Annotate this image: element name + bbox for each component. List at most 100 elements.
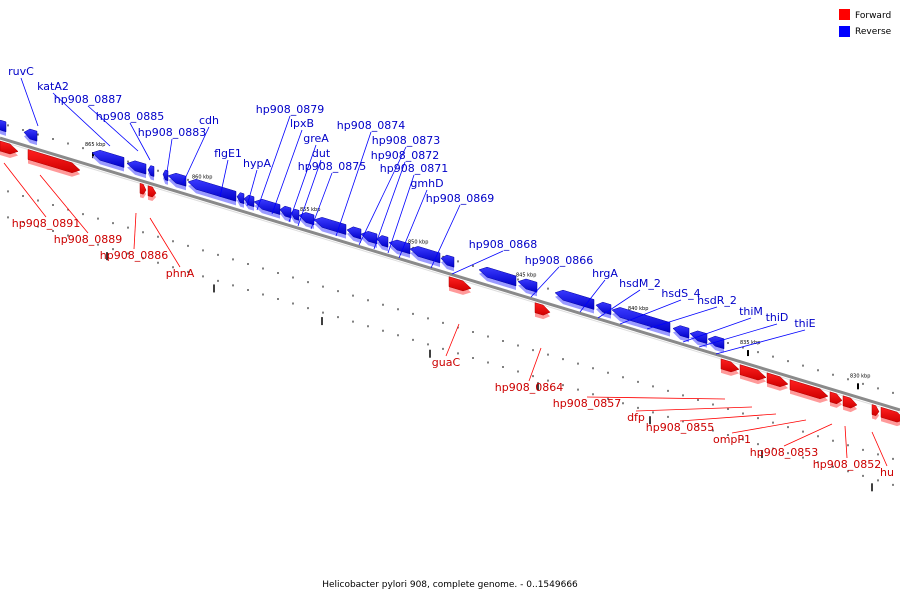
legend-forward-label: Forward [855,11,891,21]
gene-label-forward[interactable]: guaC [432,356,461,369]
gene-label-reverse[interactable]: hp908_0866 [525,254,593,267]
gene-label-reverse[interactable]: hp908_0872 [371,149,439,162]
gene-arrow[interactable] [829,391,843,405]
gene-arrow[interactable] [167,172,187,187]
gene-label-forward[interactable]: ompP1 [713,433,751,446]
gene-arrow[interactable] [478,266,517,287]
gene-label-reverse[interactable]: hp908_0873 [372,134,440,147]
gene-arrow[interactable] [243,194,255,208]
label-leader [579,279,606,313]
gene-arrow[interactable] [739,364,767,381]
gene-arrow[interactable] [139,182,147,195]
tick-label: 860 kbp [192,174,212,180]
gene-label-forward[interactable]: hp908_0855 [646,421,714,434]
gene-label-forward[interactable]: hp908_0864 [495,381,563,394]
gene-arrow[interactable] [376,235,389,248]
gene-label-forward[interactable]: hp908_0891 [12,217,80,230]
gene-arrow[interactable] [880,406,900,423]
gene-label-reverse[interactable]: hp908_0874 [337,119,405,132]
label-leader [246,169,258,207]
tick-label: 845 kbp [516,272,536,278]
tick-label: 835 kbp [740,340,760,346]
gene-arrow[interactable] [440,254,455,268]
gene-arrow[interactable] [534,302,551,316]
gene-label-reverse[interactable]: hypA [243,157,271,170]
gene-label-forward[interactable]: phnA [166,267,195,280]
gene-arrow[interactable] [720,358,740,373]
gene-label-reverse[interactable]: ruvC [8,65,34,78]
gene-arrow[interactable] [23,128,38,142]
gene-label-forward[interactable]: hp908_0852 [813,458,881,471]
gene-arrow[interactable] [126,160,147,175]
gene-arrow[interactable] [147,165,155,177]
gene-arrow[interactable] [517,278,538,293]
label-leader [715,329,806,355]
label-leader [430,204,461,269]
gene-label-reverse[interactable]: hsdS_4 [661,287,700,300]
gene-label-reverse[interactable]: hp908_0875 [298,160,366,173]
gene-label-reverse[interactable]: flgE1 [214,147,242,160]
gene-arrow[interactable] [871,404,880,416]
gene-label-reverse[interactable]: thiD [766,311,789,324]
gene-label-reverse[interactable]: hp908_0869 [426,192,494,205]
label-leader [256,115,291,211]
gene-label-reverse[interactable]: hp908_0883 [138,126,206,139]
gene-label-reverse[interactable]: lpxB [290,117,314,130]
label-leader [679,413,777,422]
gene-label-reverse[interactable]: hp908_0885 [96,110,164,123]
label-leader [129,122,151,161]
gene-label-forward[interactable]: hp908_0889 [54,233,122,246]
gene-label-reverse[interactable]: hsdR_2 [697,294,737,307]
label-leaders [3,77,888,467]
tick-label: 840 kbp [628,306,648,312]
gene-arrow[interactable] [672,325,690,339]
gene-arrow[interactable] [789,379,829,400]
gene-arrow[interactable] [707,335,725,350]
gene-arrow[interactable] [187,178,237,202]
gene-label-reverse[interactable]: hp908_0871 [380,162,448,175]
gene-label-forward[interactable]: dfp [627,411,645,424]
gene-arrow[interactable] [147,185,157,198]
gene-label-reverse[interactable]: cdh [199,114,219,127]
gene-label-reverse[interactable]: hsdM_2 [619,277,661,290]
label-leader [451,250,504,275]
gene-arrow[interactable] [409,246,441,264]
label-leader [310,172,333,230]
gene-label-reverse[interactable]: hrgA [592,267,618,280]
label-leader [445,323,460,357]
gene-label-forward[interactable]: hp908_0886 [100,249,168,262]
gene-arrow[interactable] [554,289,595,310]
gene-arrow[interactable] [91,149,125,168]
gene-label-reverse[interactable]: katA2 [37,80,69,93]
gene-label-reverse[interactable]: thiM [739,305,763,318]
label-leader [682,317,752,343]
gene-arrow[interactable] [689,330,708,345]
gene-label-forward[interactable]: hp908_0853 [750,446,818,459]
gene-arrow[interactable] [0,119,7,133]
gene-label-reverse[interactable]: greA [303,132,329,145]
genome-backbone [0,136,900,412]
gene-label-reverse[interactable]: thiE [794,317,815,330]
gene-arrow[interactable] [766,372,789,387]
gene-label-reverse[interactable]: gmhD [410,177,443,190]
gene-label-reverse[interactable]: dut [312,147,331,160]
gene-label-reverse[interactable]: hp908_0887 [54,93,122,106]
gene-label-forward[interactable]: hp908_0857 [553,397,621,410]
gene-label-forward[interactable]: hu [880,466,894,479]
gene-arrow[interactable] [0,140,19,155]
label-leader [52,92,111,147]
gene-arrow[interactable] [279,205,292,219]
gene-label-reverse[interactable]: hp908_0868 [469,238,537,251]
label-leader [297,159,322,227]
map-caption: Helicobacter pylori 908, complete genome… [322,580,578,590]
gene-arrow[interactable] [448,276,472,292]
label-leader [3,162,47,218]
label-leader [398,189,428,259]
gene-label-reverse[interactable]: hp908_0879 [256,103,324,116]
label-leader [133,212,137,250]
gene-arrow[interactable] [842,395,858,409]
gene-arrow[interactable] [27,149,81,174]
